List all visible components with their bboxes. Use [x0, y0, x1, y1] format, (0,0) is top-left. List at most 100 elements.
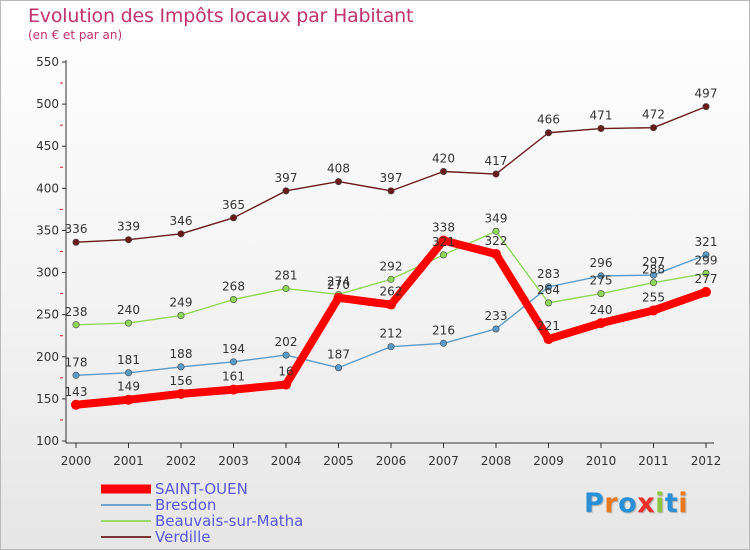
data-point: [439, 251, 447, 259]
chart-title: Evolution des Impôts locaux par Habitant: [28, 5, 414, 27]
data-label: 466: [537, 113, 560, 127]
data-label: 471: [590, 109, 613, 123]
data-point: [702, 269, 710, 277]
logo-letter: o: [618, 488, 638, 519]
data-label: 336: [65, 222, 88, 236]
data-label: 149: [117, 380, 140, 394]
x-tick-label: 2011: [638, 454, 669, 468]
data-point: [702, 251, 710, 259]
y-tick-label: 500: [36, 97, 59, 111]
data-label: 283: [537, 267, 560, 281]
data-point: [282, 285, 290, 293]
logo-letter: i: [655, 488, 665, 519]
y-tick-label: 400: [36, 181, 59, 195]
data-point: [649, 124, 657, 132]
y-tick-label: 200: [36, 350, 59, 364]
data-point: [596, 318, 606, 329]
data-label: 264: [537, 283, 560, 297]
data-label: 240: [590, 303, 613, 317]
data-label: 321: [432, 235, 455, 249]
x-tick-label: 2001: [113, 454, 144, 468]
data-label: 194: [222, 342, 245, 356]
data-point: [72, 371, 80, 379]
logo-letter: t: [664, 488, 679, 519]
data-label: 292: [380, 259, 403, 273]
data-label: 296: [590, 256, 613, 270]
data-label: 417: [485, 154, 508, 168]
data-label: 349: [485, 211, 508, 225]
data-label: 339: [117, 220, 140, 234]
data-label: 255: [642, 290, 665, 304]
data-point: [649, 271, 657, 279]
data-point: [334, 364, 342, 372]
y-tick-label: 250: [36, 308, 59, 322]
data-point: [386, 299, 396, 310]
y-tick-label: 300: [36, 266, 59, 280]
data-point: [544, 129, 552, 137]
data-point: [492, 325, 500, 333]
data-label: 270: [327, 278, 350, 292]
data-label: 497: [695, 87, 718, 101]
data-label: 262: [380, 285, 403, 299]
data-label: 365: [222, 198, 245, 212]
data-label: 156: [170, 374, 193, 388]
data-label: 321: [695, 235, 718, 249]
x-tick-label: 2009: [533, 454, 564, 468]
data-point: [648, 305, 659, 316]
data-label: 161: [222, 370, 245, 384]
data-point: [492, 170, 500, 178]
legend-label: SAINT-OUEN: [155, 480, 248, 498]
data-point: [387, 343, 395, 351]
data-point: [334, 178, 342, 186]
data-point: [492, 227, 500, 235]
data-point: [125, 236, 133, 244]
data-point: [543, 334, 554, 345]
x-tick-label: 2000: [61, 454, 92, 468]
proxiti-logo: Proxiti: [584, 488, 688, 519]
data-point: [491, 249, 501, 260]
data-labels: 143 149 156 161 16 270 262 338 322 221 240 255 277 17…: [65, 87, 718, 399]
data-point: [702, 103, 710, 111]
data-label: 187: [327, 348, 350, 362]
legend-label: Beauvais-sur-Matha: [155, 512, 303, 530]
y-tick-label: 550: [36, 55, 59, 69]
logo-letter: r: [604, 488, 619, 519]
data-label: 216: [432, 323, 455, 337]
x-tick-label: 2006: [376, 454, 407, 468]
chart-legend: SAINT-OUENBresdonBeauvais-sur-MathaVerdi…: [101, 480, 303, 546]
data-label: 274: [327, 274, 350, 288]
data-label: 338: [432, 221, 455, 235]
data-label: 397: [380, 171, 403, 185]
data-label: 238: [65, 305, 88, 319]
data-point: [72, 321, 80, 329]
data-point: [230, 214, 238, 222]
data-label: 249: [170, 296, 193, 310]
data-label: 299: [695, 253, 718, 267]
data-point: [282, 187, 290, 195]
data-point: [230, 358, 238, 366]
data-label: 188: [170, 347, 193, 361]
chart-subtitle: (en € et par an): [28, 28, 123, 42]
x-tick-label: 2010: [586, 454, 617, 468]
y-tick-label: 450: [36, 139, 59, 153]
data-point: [230, 296, 238, 304]
data-label: 233: [485, 309, 508, 323]
data-label: 181: [117, 353, 140, 367]
data-point: [177, 230, 185, 238]
data-point: [544, 299, 552, 307]
y-tick-label: 100: [36, 434, 59, 448]
legend-label: Verdille: [155, 528, 210, 546]
data-point: [438, 235, 449, 246]
x-tick-label: 2003: [218, 454, 249, 468]
x-tick-label: 2008: [481, 454, 512, 468]
legend-label: Bresdon: [155, 496, 216, 514]
data-label: 288: [642, 263, 665, 277]
data-label: 275: [590, 274, 613, 288]
data-point: [177, 363, 185, 371]
data-label: 281: [275, 269, 298, 283]
data-label: 420: [432, 151, 455, 165]
data-point: [387, 275, 395, 283]
data-point: [282, 351, 290, 359]
data-label: 297: [642, 255, 665, 269]
data-point: [333, 292, 344, 303]
